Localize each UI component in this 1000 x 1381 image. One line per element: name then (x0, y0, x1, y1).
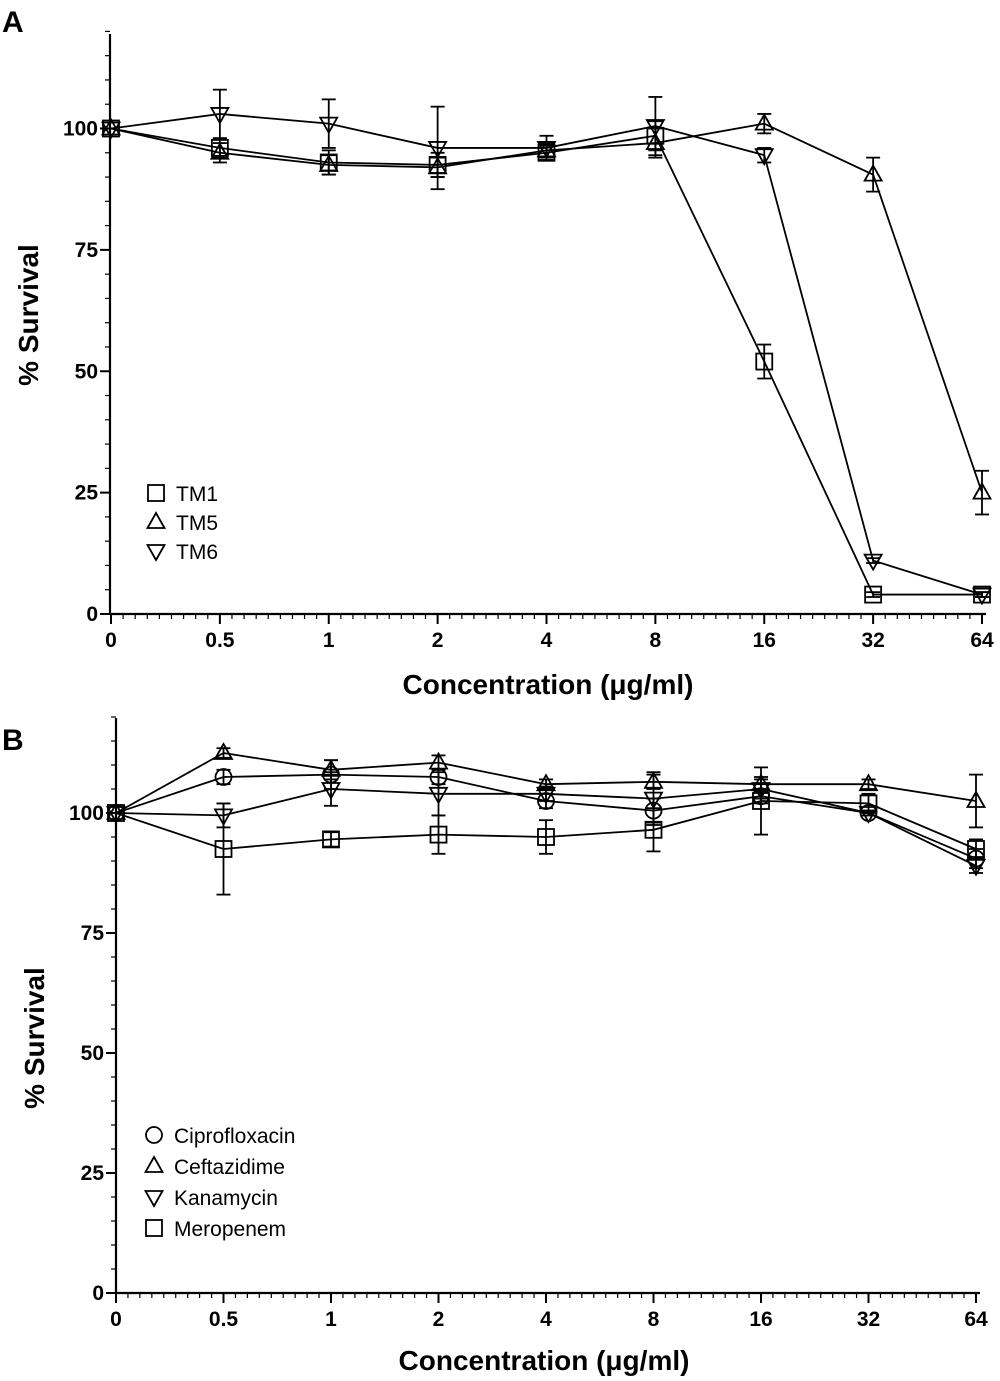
panel-a-y-tick-label: 0 (86, 603, 98, 626)
panel-b-series-kanamycin-point (320, 782, 342, 800)
panel-b-y-tick-label: 25 (81, 1162, 105, 1185)
panel-a-x-tick-label: 8 (650, 629, 662, 652)
panel-b-series-ceftazidime-point (105, 802, 127, 820)
panel-b-series-meropenem-point (644, 820, 663, 839)
panel-a-series-tm5-point (863, 163, 884, 182)
panel-a-series-tm6-point (536, 141, 557, 159)
panel-a-legend-tm1-marker (147, 484, 165, 502)
panel-b-series-ceftazidime-point (965, 790, 987, 808)
panel-b-x-tick-label: 0.5 (209, 1308, 239, 1331)
panel-b-series-meropenem-point (107, 804, 125, 822)
panel-a-x-tick-label: 64 (970, 629, 994, 652)
panel-a-series-tm6-point (100, 121, 122, 140)
panel-b-legend-ciprofloxacin-marker (145, 1126, 163, 1144)
panel-b-x-tick-label: 8 (648, 1308, 660, 1331)
panel-b-y-tick-label: 100 (69, 802, 104, 825)
panel-a-y-tick-label: 75 (75, 239, 99, 262)
panel-a-series-tm6-point (427, 141, 448, 159)
panel-a-series-tm1-line (110, 127, 982, 596)
panel-b-x-tick-label: 0 (110, 1308, 122, 1331)
panel-a-x-axis-title: Concentration (μg/ml) (403, 669, 694, 700)
panel-a-y-tick-label: 100 (63, 118, 98, 141)
panel-a-x-tick-label: 4 (541, 629, 553, 652)
panel-b-x-tick-label: 1 (325, 1308, 337, 1331)
panel-a-x-tick-label: 2 (432, 629, 444, 652)
panel-b-series-ceftazidime-point (428, 751, 449, 770)
panel-a-series-tm6-point (863, 553, 884, 572)
panel-b-series-kanamycin-point (428, 786, 449, 805)
panel-b-x-tick-label: 32 (857, 1308, 880, 1331)
panel-a-series-tm5-line (110, 122, 983, 493)
panel-b-label: B (2, 724, 24, 757)
panel-a-series-tm6-point (645, 119, 666, 137)
panel-b-series-ceftazidime-point (858, 773, 879, 792)
panel-b-legend-kanamycin-marker (143, 1190, 165, 1208)
panel-b-legend-ceftazidime-label: Ceftazidime (174, 1156, 285, 1179)
panel-b-series-meropenem-point (322, 830, 340, 849)
panel-a-series-tm1-point (755, 352, 774, 371)
panel-b-series-ceftazidime-point (213, 742, 234, 760)
panel-b-x-axis-title: Concentration (μg/ml) (399, 1345, 690, 1376)
panel-a-series-tm6-point (754, 148, 775, 167)
panel-a-series-tm5-point (100, 117, 122, 136)
panel-b-series-meropenem-point (967, 840, 985, 858)
panel-a-series-tm1-point (864, 585, 883, 604)
panel-b-y-axis-title: % Survival (19, 967, 50, 1109)
panel-b-series-kanamycin-point (965, 858, 987, 877)
panel-a-legend-tm6-marker (145, 544, 167, 562)
panel-a-series-tm6-point (971, 587, 993, 606)
panel-b-series-meropenem-point (537, 828, 555, 846)
panel-a-y-axis-title: % Survival (13, 244, 44, 386)
panel-a-x-tick-label: 1 (323, 629, 335, 652)
panel-a-legend-tm6-label: TM6 (176, 541, 218, 564)
panel-b: B % Survival Concentration (μg/ml) 0 25 50… (2, 716, 988, 1376)
panel-a: A % Survival Concentration (μg/ml) 0 25 50… (2, 6, 994, 700)
panel-b-y-tick-label: 75 (81, 922, 105, 945)
panel-b-legend-ceftazidime-marker (143, 1155, 165, 1173)
panel-a-series-tm5-point (318, 154, 339, 172)
panel-b-legend-meropenem-label: Meropenem (174, 1218, 286, 1241)
panel-b-series-kanamycin-point (535, 786, 557, 805)
panel-a-label: A (2, 6, 24, 39)
panel-b-series-meropenem-point (214, 840, 233, 858)
panel-a-series-tm6-point (318, 116, 339, 135)
panel-a-series-tm6-line (110, 113, 983, 596)
panel-b-series-meropenem-point (429, 825, 448, 844)
panel-a-x-tick-label: 0 (105, 629, 117, 652)
panel-b-legend-meropenem-marker (145, 1219, 163, 1237)
panel-a-series-tm5-point (209, 141, 230, 160)
panel-b-y-tick-label: 0 (92, 1282, 104, 1305)
panel-b-legend-ciprofloxacin-label: Ciprofloxacin (174, 1125, 295, 1148)
panel-b-x-tick-label: 4 (540, 1308, 552, 1331)
panel-b-series-kanamycin-point (643, 791, 664, 810)
panel-b-y-tick-label: 50 (81, 1042, 104, 1065)
panel-a-y-tick-label: 25 (75, 482, 99, 505)
panel-b-x-tick-label: 16 (749, 1308, 772, 1331)
panel-a-series-tm6-point (209, 107, 230, 125)
panel-a-legend-tm1-label: TM1 (176, 483, 218, 506)
panel-b-series-ciprofloxacin-point (214, 768, 233, 786)
panel-b-series-meropenem-point (752, 792, 770, 810)
panel-a-y-tick-label: 50 (75, 360, 98, 383)
panel-b-legend-kanamycin-label: Kanamycin (174, 1187, 278, 1210)
panel-a-x-tick-label: 32 (861, 629, 884, 652)
panel-b-x-tick-label: 2 (433, 1308, 445, 1331)
panel-a-series-tm5-point (971, 481, 993, 500)
panel-a-x-tick-label: 16 (753, 629, 776, 652)
panel-a-series-tm5-point (754, 112, 775, 131)
panel-a-x-tick-label: 0.5 (205, 629, 235, 652)
panel-b-x-tick-label: 64 (964, 1308, 988, 1331)
panel-a-legend-tm5-label: TM5 (176, 512, 218, 535)
panel-a-legend-tm5-marker (145, 511, 167, 529)
panel-b-series-meropenem-point (859, 794, 878, 813)
